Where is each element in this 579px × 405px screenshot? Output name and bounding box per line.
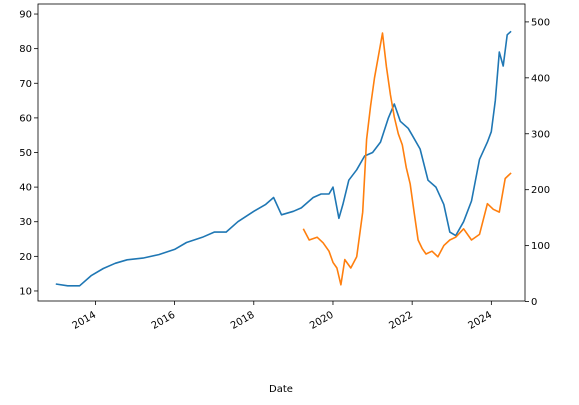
x-tick-label: 2016 bbox=[150, 310, 178, 332]
right-y-tick-label: 200 bbox=[531, 185, 550, 196]
x-tick-label: 2014 bbox=[71, 310, 99, 332]
axes-layer bbox=[37, 3, 526, 302]
series-line-1-left bbox=[55, 30, 512, 287]
plot-frame bbox=[37, 3, 526, 302]
right-y-tick-label: 500 bbox=[531, 17, 550, 28]
left-y-tick-label: 20 bbox=[19, 252, 32, 263]
left-y-tick-label: 80 bbox=[19, 44, 32, 55]
right-y-tick-label: 300 bbox=[531, 129, 550, 140]
x-tick-label: 2024 bbox=[467, 310, 495, 332]
ticks-layer: 2014 2016 2018 2020 2022 2024 10 20 30 40 50 60 70 80… bbox=[19, 10, 550, 332]
left-y-tick-label: 60 bbox=[19, 113, 32, 124]
left-y-tick-label: 30 bbox=[19, 217, 32, 228]
left-y-tick-label: 10 bbox=[19, 286, 32, 297]
right-y-tick-label: 100 bbox=[531, 241, 550, 252]
right-y-tick-label: 400 bbox=[531, 73, 550, 84]
series-layer bbox=[55, 30, 512, 287]
x-tick-label: 2018 bbox=[229, 310, 257, 332]
x-tick-label: 2020 bbox=[308, 310, 336, 332]
right-y-tick-label: 0 bbox=[531, 297, 537, 308]
x-axis-label: Date bbox=[269, 384, 293, 395]
series-line-2-right bbox=[302, 32, 512, 286]
left-y-tick-label: 40 bbox=[19, 183, 32, 194]
left-y-tick-label: 90 bbox=[19, 10, 32, 21]
left-y-tick-label: 50 bbox=[19, 148, 32, 159]
left-y-tick-label: 70 bbox=[19, 79, 32, 90]
x-tick-label: 2022 bbox=[387, 310, 415, 332]
